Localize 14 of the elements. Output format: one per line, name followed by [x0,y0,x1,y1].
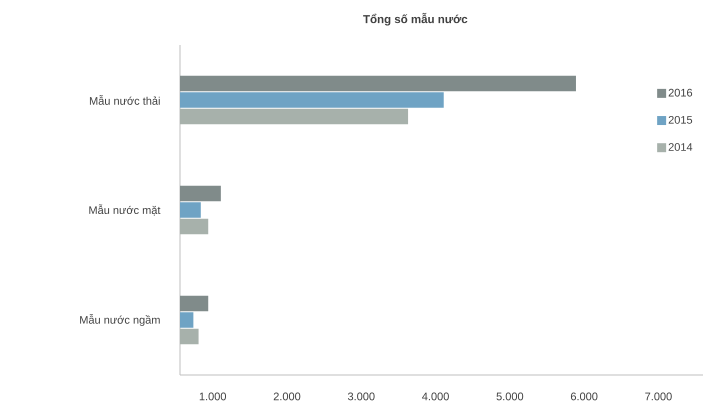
chart-title: Tổng số mẫu nước [363,12,468,26]
legend-label: 2014 [668,143,692,151]
legend-label: 2015 [668,116,692,124]
x-tick-label: 2.000 [274,392,300,400]
legend-label: 2016 [668,88,692,97]
x-tick-label: 6.000 [570,392,598,400]
y-tick-label: Mẫu nước thải [90,95,160,105]
x-tick-label: 3.000 [348,392,375,400]
x-tick-label: 7.000 [645,392,672,400]
y-tick-label: Mẫu nước ngầm [80,314,160,326]
x-tick-label: 5.000 [496,392,524,400]
x-tick-label: 1.000 [200,392,226,400]
x-tick-label: 4.000 [422,392,449,400]
y-tick-label: Mẫu nước mặt [89,204,160,216]
